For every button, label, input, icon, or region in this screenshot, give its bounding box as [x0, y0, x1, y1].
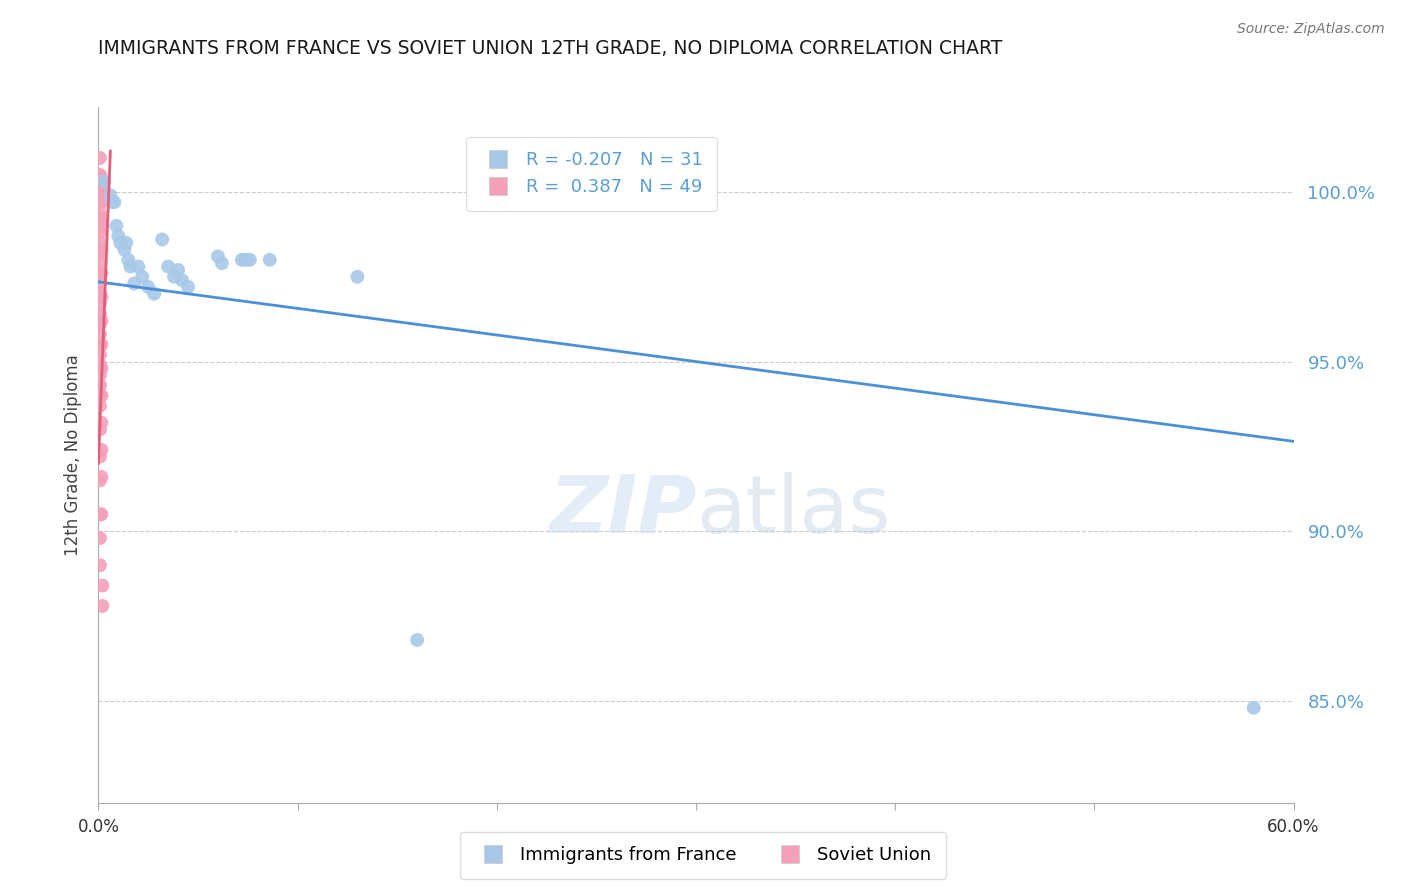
Point — [115, 235, 138, 250]
Point — [211, 256, 233, 270]
Point — [91, 578, 114, 592]
Point — [89, 266, 111, 280]
Text: Source: ZipAtlas.com: Source: ZipAtlas.com — [1237, 22, 1385, 37]
Point — [89, 178, 111, 193]
Point — [89, 531, 111, 545]
Point — [90, 171, 112, 186]
Point — [93, 175, 115, 189]
Point — [89, 337, 111, 351]
Point — [89, 246, 111, 260]
Point — [91, 212, 114, 227]
Point — [89, 368, 111, 383]
Point — [103, 195, 125, 210]
Point — [89, 151, 111, 165]
Point — [120, 260, 142, 274]
Point — [89, 205, 111, 219]
Point — [89, 188, 111, 202]
Point — [177, 280, 200, 294]
Point — [89, 348, 111, 362]
Point — [406, 632, 429, 647]
Point — [89, 327, 111, 342]
Point — [89, 508, 111, 522]
Point — [90, 416, 112, 430]
Point — [90, 314, 112, 328]
Point — [89, 277, 111, 291]
Point — [90, 337, 112, 351]
Point — [157, 260, 180, 274]
Point — [89, 474, 111, 488]
Point — [89, 235, 111, 250]
Point — [90, 508, 112, 522]
Point — [89, 318, 111, 332]
Point — [110, 235, 132, 250]
Point — [90, 388, 112, 402]
Point — [90, 290, 112, 304]
Point — [90, 195, 112, 210]
Point — [231, 252, 253, 267]
Point — [90, 470, 112, 484]
Point — [143, 286, 166, 301]
Text: ZIP: ZIP — [548, 472, 696, 549]
Point — [89, 450, 111, 464]
Point — [259, 252, 281, 267]
Point — [90, 266, 112, 280]
Point — [207, 249, 229, 263]
Point — [89, 378, 111, 392]
Point — [136, 280, 159, 294]
Y-axis label: 12th Grade, No Diploma: 12th Grade, No Diploma — [65, 354, 83, 556]
Point — [89, 297, 111, 311]
Point — [105, 219, 128, 233]
Point — [89, 558, 111, 573]
Point — [346, 269, 368, 284]
Point — [235, 252, 257, 267]
Point — [90, 243, 112, 257]
Point — [131, 269, 153, 284]
Point — [91, 181, 114, 195]
Point — [91, 599, 114, 613]
Text: atlas: atlas — [696, 472, 890, 549]
Point — [172, 273, 194, 287]
Point — [107, 229, 129, 244]
Legend: Immigrants from France, Soviet Union: Immigrants from France, Soviet Union — [460, 831, 946, 879]
Point — [89, 358, 111, 372]
Point — [163, 269, 186, 284]
Point — [150, 232, 173, 246]
Point — [167, 263, 190, 277]
Text: IMMIGRANTS FROM FRANCE VS SOVIET UNION 12TH GRADE, NO DIPLOMA CORRELATION CHART: IMMIGRANTS FROM FRANCE VS SOVIET UNION 1… — [98, 39, 1002, 58]
Point — [89, 307, 111, 321]
Point — [117, 252, 139, 267]
Point — [89, 168, 111, 182]
Point — [112, 243, 135, 257]
Point — [239, 252, 262, 267]
Point — [101, 195, 124, 210]
Point — [127, 260, 149, 274]
Point — [89, 286, 111, 301]
Point — [89, 388, 111, 402]
Point — [89, 215, 111, 229]
Point — [89, 226, 111, 240]
Point — [124, 277, 146, 291]
Point — [90, 219, 112, 233]
Point — [100, 188, 122, 202]
Point — [89, 256, 111, 270]
Legend: R = -0.207   N = 31, R =  0.387   N = 49: R = -0.207 N = 31, R = 0.387 N = 49 — [465, 137, 717, 211]
Point — [90, 442, 112, 457]
Point — [90, 361, 112, 376]
Point — [1243, 700, 1265, 714]
Point — [89, 195, 111, 210]
Point — [89, 422, 111, 436]
Point — [89, 399, 111, 413]
